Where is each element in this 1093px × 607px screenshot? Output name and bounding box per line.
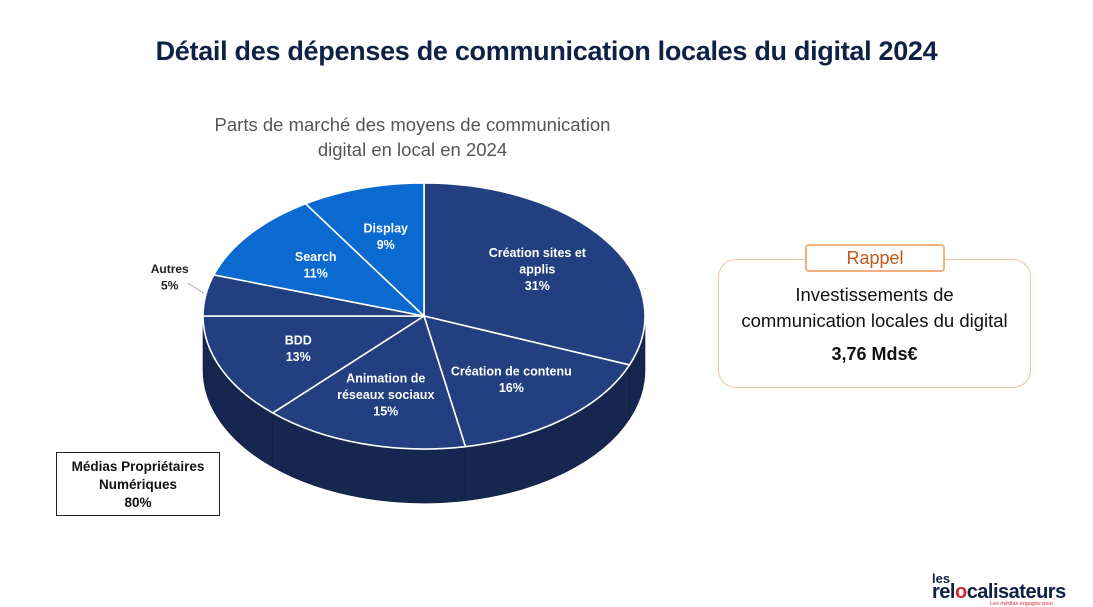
slice-value-label: 15% [373, 405, 398, 419]
pie-side [202, 315, 646, 504]
recap-text-line-1: Investissements de [795, 284, 954, 305]
slice-value-label: 9% [377, 238, 395, 252]
pie-slice [202, 315, 425, 414]
slice-value-label: 13% [286, 350, 311, 364]
slice-name-label: Création sites et [489, 246, 587, 260]
owned-media-line-1: Médias Propriétaires [71, 459, 205, 474]
page-title: Détail des dépenses de communication loc… [155, 36, 938, 66]
logo-prefix: les [932, 571, 951, 586]
slice-name-label: Autres [151, 262, 189, 276]
slice-name-label: Search [295, 250, 337, 264]
recap-text: Investissements de communication locales… [718, 282, 1031, 334]
recap-value: 3,76 Mds€ [831, 344, 918, 364]
slice-label: Search 11% [295, 250, 337, 281]
leader-line [187, 282, 204, 294]
recap-tag: Rappel [805, 244, 945, 272]
slice-label: Création de contenu 16% [451, 364, 572, 395]
pie-slice [304, 182, 425, 317]
pie-slice [423, 315, 631, 448]
slice-label: Création sites et applis 31% [489, 246, 587, 293]
slice-name-label: applis [519, 263, 555, 277]
recap-text-line-2: communication locales du digital [741, 310, 1008, 331]
pie-slices [202, 182, 646, 450]
chart-title-line-2: digital en local en 2024 [317, 139, 508, 160]
recap-box [718, 259, 1031, 388]
pie-labels: Création sites et applis 31% Création de co… [151, 222, 587, 419]
pie-slice [271, 315, 467, 450]
slice-name-label: réseaux sociaux [337, 388, 434, 402]
logo-word-start: rel [932, 581, 955, 603]
slice-name-label: Display [364, 222, 409, 236]
pie-slice [213, 202, 425, 317]
chart-title: Parts de marché des moyens de communicat… [180, 112, 645, 162]
logo-tagline: Les médias engagés pour [990, 601, 1054, 607]
pie-slice [423, 182, 646, 366]
slice-name-label: Création de contenu [451, 364, 572, 378]
chart-title-line-1: Parts de marché des moyens de communicat… [214, 114, 611, 135]
slice-label: Display 9% [364, 222, 409, 253]
slice-label: BDD 13% [285, 333, 312, 364]
logo-word-end: calisateurs [966, 581, 1067, 603]
slice-name-label: Animation de [346, 372, 425, 386]
logo-wordmark: relocalisateurs [932, 581, 1066, 603]
brand-logo: les relocalisateurs Les médias engagés p… [932, 571, 1087, 607]
slice-label: Animation de réseaux sociaux 15% [337, 372, 434, 419]
owned-media-line-2: Numériques [98, 477, 178, 492]
slice-value-label: 31% [525, 279, 550, 293]
slice-value-label: 16% [499, 381, 524, 395]
slice-name-label: BDD [285, 333, 312, 347]
owned-media-annotation: Médias Propriétaires Numériques 80% [56, 452, 220, 516]
logo-word-mid: o [954, 581, 967, 603]
slice-label: Autres 5% [151, 262, 189, 293]
owned-media-value: 80% [124, 495, 152, 510]
slice-value-label: 11% [304, 267, 328, 281]
slice-value-label: 5% [161, 278, 179, 292]
